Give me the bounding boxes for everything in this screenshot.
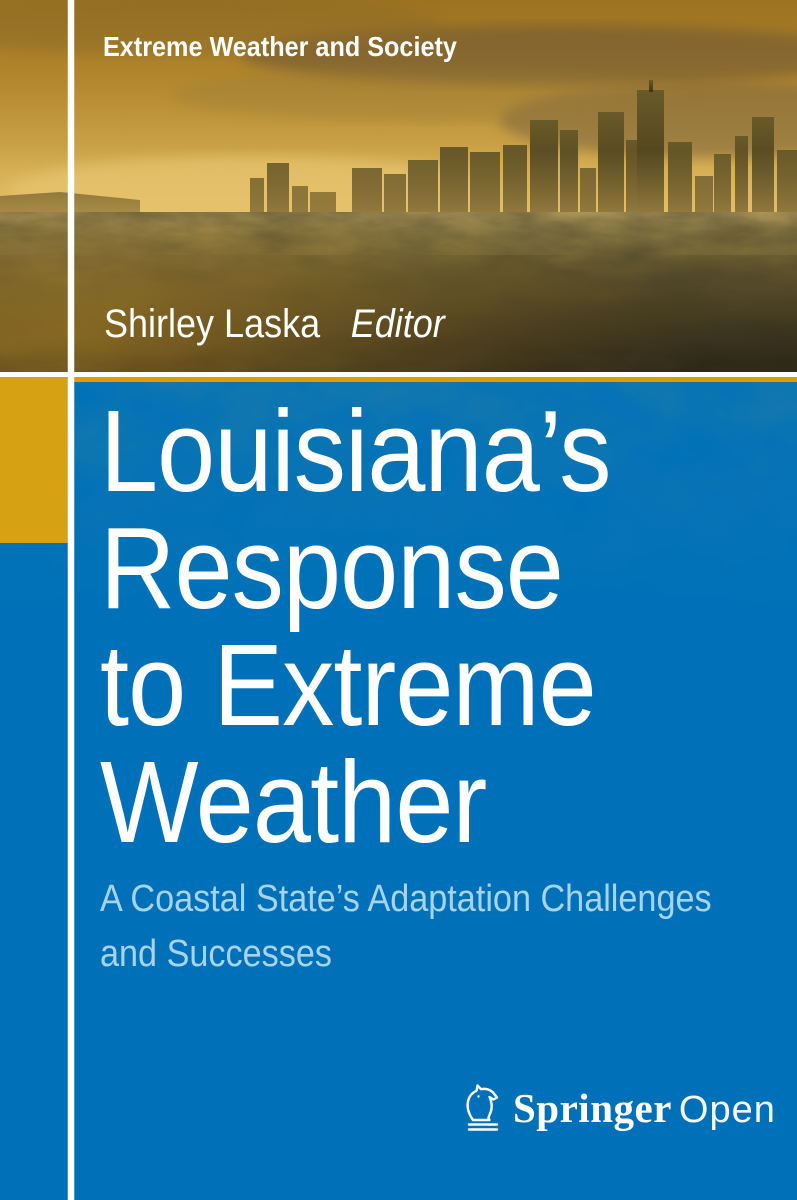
publisher-logo: Springer Open (458, 1082, 776, 1134)
subtitle-line: A Coastal State’s Adaptation Challenges (100, 878, 712, 920)
springer-horse-knight-icon (466, 1084, 499, 1131)
photo-illustration (0, 0, 797, 378)
book-title: Louisiana’s Response to Extreme Weather (100, 393, 611, 861)
book-subtitle: A Coastal State’s Adaptation Challenges … (100, 872, 712, 982)
divider-orange-horizontal (74, 377, 797, 382)
underwater-rock-texture (0, 377, 797, 607)
divider-white-horizontal (0, 372, 797, 377)
accent-gold-square (0, 377, 68, 543)
divider-white-vertical (68, 0, 74, 1200)
title-line: to Extreme (100, 620, 597, 750)
author-role: Editor (350, 302, 445, 346)
author-line: Shirley Laska Editor (104, 302, 445, 347)
publisher-name: Springer (513, 1085, 672, 1131)
blue-panel (0, 377, 797, 1200)
horizon-haze (0, 150, 797, 218)
series-title: Extreme Weather and Society (103, 31, 457, 62)
title-line: Louisiana’s (100, 386, 611, 516)
author-name: Shirley Laska (104, 302, 321, 346)
subtitle-line: and Successes (100, 933, 332, 975)
publisher-suffix: Open (678, 1089, 776, 1131)
cracked-ground (0, 212, 797, 378)
title-line: Response (100, 503, 564, 633)
title-line: Weather (100, 737, 487, 867)
